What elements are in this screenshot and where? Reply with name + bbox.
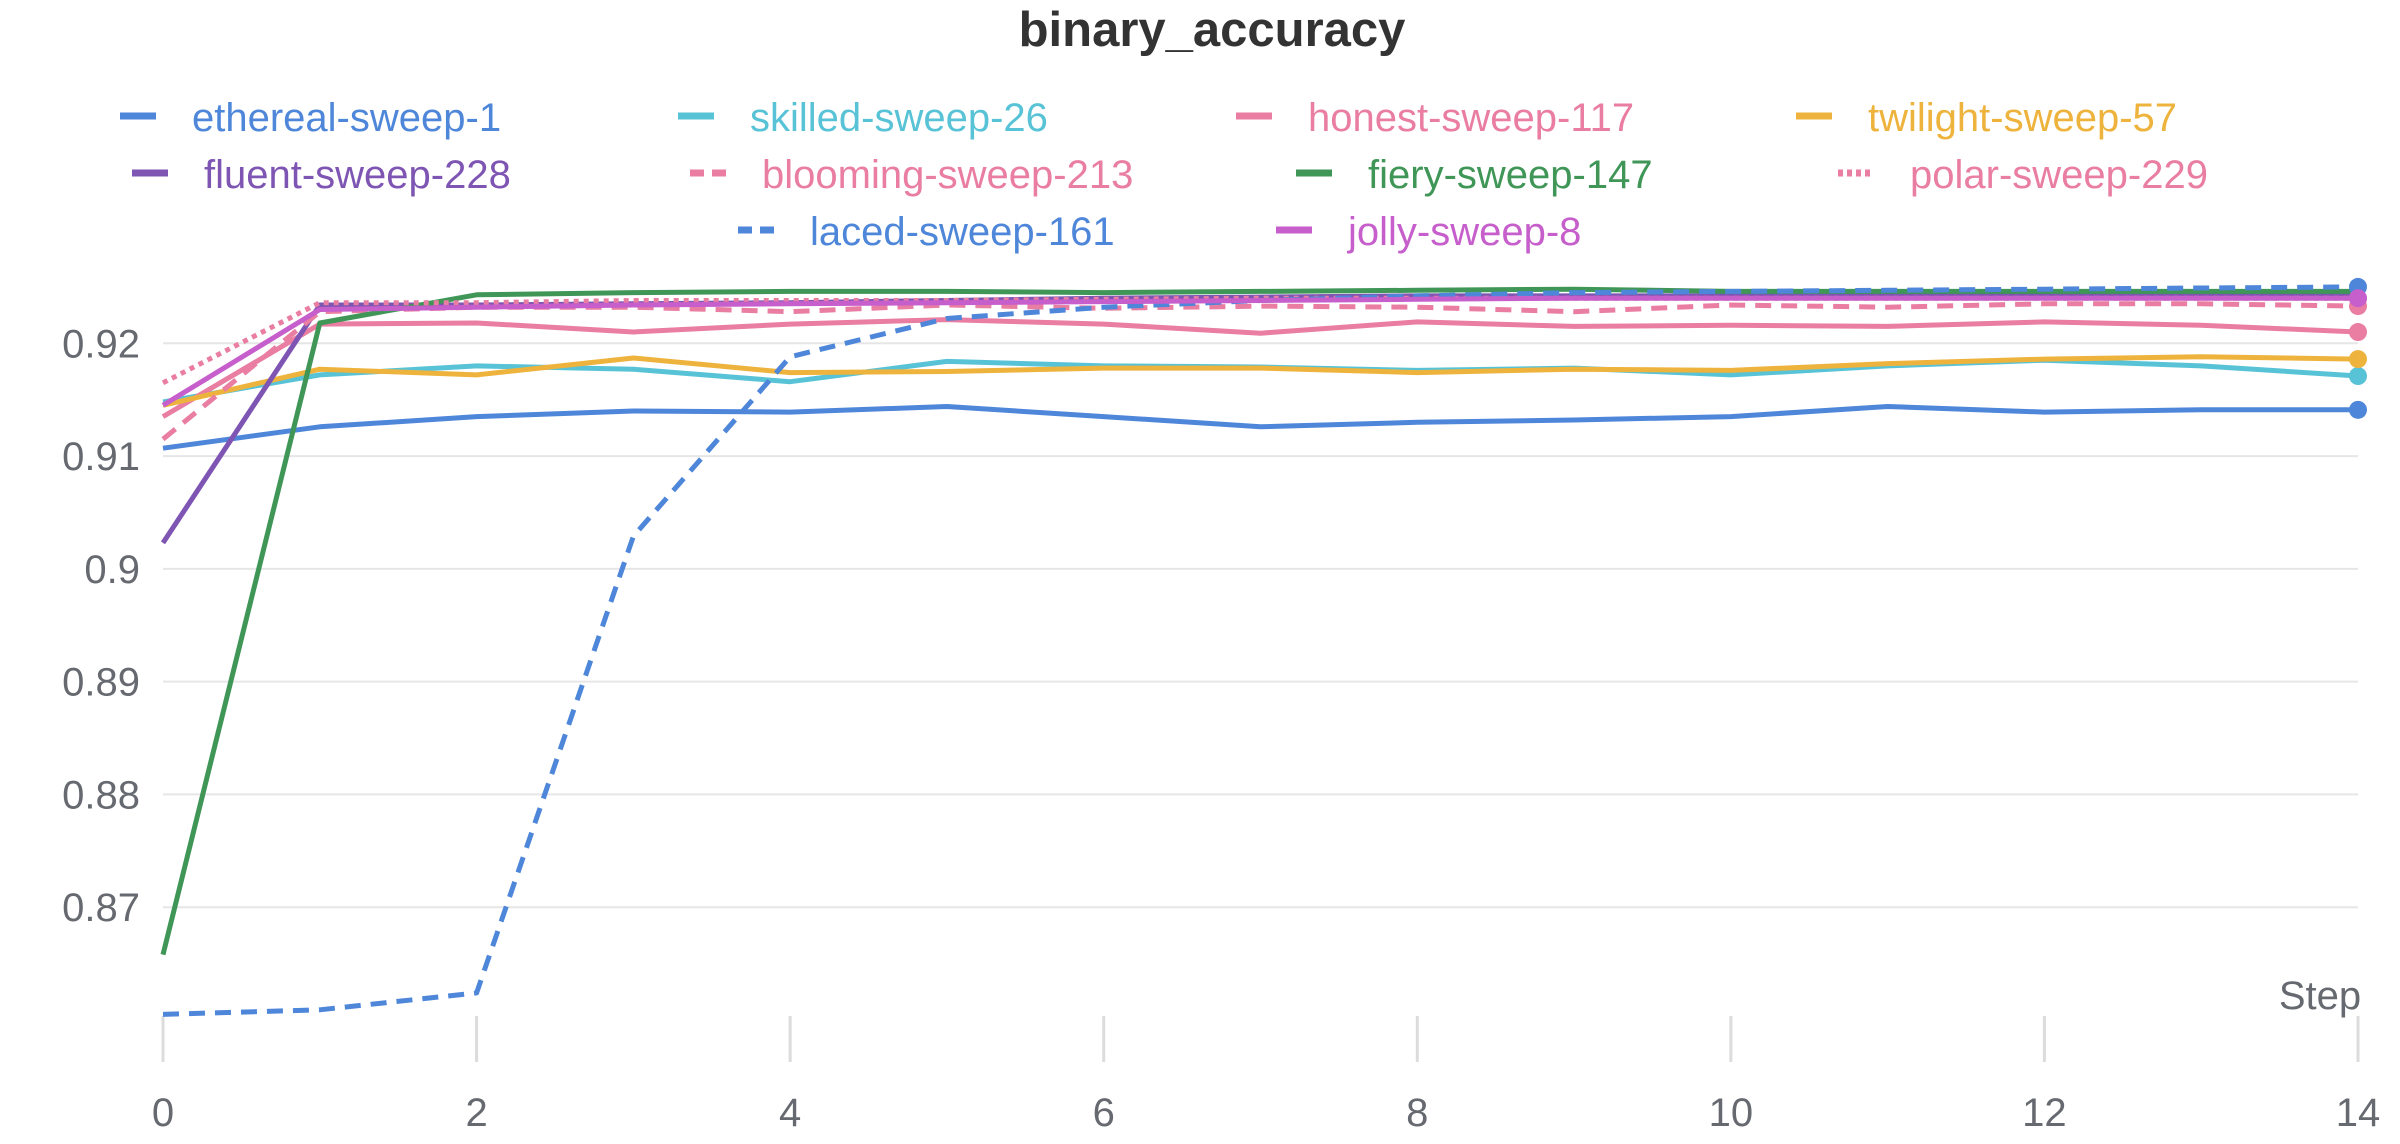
legend-label: skilled-sweep-26: [750, 96, 1048, 140]
legend-item[interactable]: fluent-sweep-228: [132, 153, 511, 197]
legend-item[interactable]: skilled-sweep-26: [678, 96, 1048, 140]
series-line: [162, 354, 2359, 408]
legend-label: fiery-sweep-147: [1368, 153, 1653, 197]
series-line: [161, 317, 2359, 419]
legend-label: ethereal-sweep-1: [192, 96, 501, 140]
x-axis: 0 2 4 6 8 10 12 14: [152, 1016, 2380, 1135]
grid: [163, 342, 2358, 909]
legend-label: blooming-sweep-213: [762, 153, 1133, 197]
legend-label: laced-sweep-161: [810, 210, 1115, 254]
legend-label: fluent-sweep-228: [204, 153, 511, 197]
x-tick-label: 14: [2336, 1091, 2381, 1135]
legend-item[interactable]: jolly-sweep-8: [1276, 210, 1581, 254]
series-end-point: [2349, 400, 2367, 419]
y-tick-label: 0.92: [62, 322, 140, 366]
series-end-point: [2349, 350, 2367, 369]
legend-item[interactable]: fiery-sweep-147: [1296, 153, 1653, 197]
x-axis-label: Step: [2279, 974, 2361, 1018]
x-tick-label: 2: [465, 1091, 487, 1135]
y-tick-label: 0.91: [62, 435, 140, 479]
y-tick-label: 0.88: [62, 773, 140, 817]
legend-item[interactable]: honest-sweep-117: [1236, 96, 1634, 140]
series-line: [161, 301, 2359, 442]
series-line: [160, 286, 2358, 956]
series-end-point: [2349, 289, 2367, 308]
legend-item[interactable]: ethereal-sweep-1: [120, 96, 501, 140]
series-line: [161, 295, 2358, 408]
y-axis: 0.87 0.88 0.89 0.9 0.91 0.92: [62, 322, 140, 930]
y-tick-label: 0.9: [84, 548, 140, 592]
legend-item[interactable]: polar-sweep-229: [1838, 153, 2208, 197]
y-tick-label: 0.87: [62, 886, 140, 930]
series-end-point: [2349, 323, 2367, 342]
series-line: [162, 404, 2358, 451]
y-tick-label: 0.89: [62, 661, 140, 705]
legend-label: honest-sweep-117: [1308, 96, 1634, 140]
legend-label: twilight-sweep-57: [1868, 96, 2177, 140]
legend-label: jolly-sweep-8: [1347, 210, 1581, 254]
x-tick-label: 12: [2022, 1091, 2067, 1135]
x-tick-label: 8: [1406, 1091, 1428, 1135]
x-tick-label: 4: [779, 1091, 801, 1135]
legend-item[interactable]: blooming-sweep-213: [690, 153, 1133, 197]
series-lines: [160, 277, 2367, 1017]
legend-label: polar-sweep-229: [1910, 153, 2208, 197]
legend[interactable]: ethereal-sweep-1 skilled-sweep-26 honest-s…: [120, 96, 2208, 254]
legend-item[interactable]: twilight-sweep-57: [1796, 96, 2177, 140]
series-line: [162, 284, 2359, 1017]
x-tick-label: 6: [1093, 1091, 1115, 1135]
legend-item[interactable]: laced-sweep-161: [738, 210, 1115, 254]
x-tick-label: 10: [1709, 1091, 1754, 1135]
series-end-point: [2349, 367, 2367, 386]
x-tick-label: 0: [152, 1091, 174, 1135]
chart-title: binary_accuracy: [1019, 3, 1406, 57]
